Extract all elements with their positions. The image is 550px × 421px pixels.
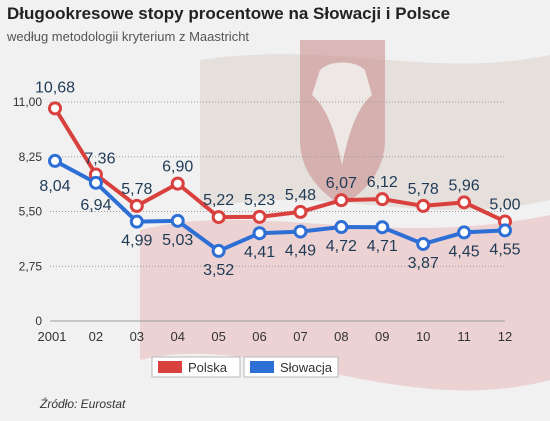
data-label-slowacja: 4,71	[367, 238, 398, 255]
data-point-slowacja	[252, 226, 267, 241]
data-label-polska: 7,36	[84, 150, 115, 167]
data-label-polska: 5,00	[489, 196, 520, 213]
series-line-slowacja	[54, 159, 506, 253]
data-label-slowacja: 4,99	[121, 233, 152, 250]
eagle-emblem-icon	[300, 40, 385, 205]
data-label-slowacja: 6,94	[80, 197, 111, 214]
data-point-slowacja	[293, 224, 308, 239]
x-tick-label: 07	[293, 329, 307, 344]
data-label-polska: 5,78	[121, 181, 152, 198]
data-label-slowacja: 4,41	[244, 244, 275, 261]
data-label-slowacja: 4,49	[285, 243, 316, 260]
chart-title: Długookresowe stopy procentowe na Słowac…	[7, 4, 451, 23]
data-label-polska: 5,78	[408, 181, 439, 198]
data-label-polska: 5,48	[285, 187, 316, 204]
data-label-polska: 6,90	[162, 159, 193, 176]
data-label-slowacja: 4,55	[489, 241, 520, 258]
data-point-slowacja	[211, 243, 226, 258]
x-tick-label: 04	[170, 329, 184, 344]
y-tick-label: 2,75	[19, 259, 43, 273]
data-point-slowacja	[129, 214, 144, 229]
data-point-polska	[170, 176, 185, 191]
data-label-slowacja: 3,52	[203, 262, 234, 279]
data-point-slowacja	[334, 220, 349, 235]
data-point-polska	[416, 198, 431, 213]
data-label-slowacja: 4,45	[449, 243, 480, 260]
data-point-slowacja	[457, 225, 472, 240]
data-label-polska: 5,23	[244, 192, 275, 209]
x-tick-label: 08	[334, 329, 348, 344]
data-point-slowacja	[170, 213, 185, 228]
data-point-polska	[293, 204, 308, 219]
y-tick-label: 8,25	[19, 150, 43, 164]
data-point-polska	[375, 192, 390, 207]
data-point-polska	[211, 210, 226, 225]
data-point-slowacja	[498, 223, 512, 238]
legend-label-slowacja: Słowacja	[280, 360, 333, 375]
legend-swatch-polska	[158, 361, 182, 373]
data-label-slowacja: 8,04	[39, 178, 70, 195]
legend-swatch-slowacja	[250, 361, 274, 373]
data-point-slowacja	[416, 236, 431, 251]
y-tick-label: 11,00	[13, 95, 42, 109]
data-label-polska: 5,96	[449, 177, 480, 194]
data-label-polska: 6,07	[326, 175, 357, 192]
data-point-polska	[457, 195, 472, 210]
data-point-polska	[129, 198, 144, 213]
data-label-slowacja: 4,72	[326, 238, 357, 255]
x-tick-label: 2001	[38, 329, 67, 344]
chart-subtitle: według metodologii kryterium z Maastrich…	[7, 29, 250, 44]
y-tick-label: 0	[35, 314, 42, 328]
x-tick-label: 10	[416, 329, 430, 344]
data-point-slowacja	[375, 220, 390, 235]
x-tick-label: 05	[211, 329, 225, 344]
legend-label-polska: Polska	[188, 360, 228, 375]
data-label-polska: 6,12	[367, 174, 398, 191]
x-tick-label: 11	[457, 329, 471, 344]
data-label-polska: 5,22	[203, 192, 234, 209]
series-line-polska	[53, 107, 506, 224]
x-tick-label: 02	[89, 329, 103, 344]
data-point-polska	[252, 209, 267, 224]
data-point-polska	[48, 101, 62, 116]
data-label-polska: 10,68	[35, 79, 75, 96]
data-point-slowacja	[48, 153, 62, 168]
x-tick-label: 12	[498, 329, 512, 344]
x-tick-label: 09	[375, 329, 389, 344]
x-tick-label: 03	[130, 329, 144, 344]
data-point-slowacja	[88, 175, 103, 190]
data-label-slowacja: 3,87	[408, 255, 439, 272]
data-label-slowacja: 5,03	[162, 232, 193, 249]
y-tick-label: 5,50	[19, 205, 43, 219]
data-point-polska	[334, 193, 349, 208]
x-tick-label: 06	[252, 329, 266, 344]
source-note: Źródło: Eurostat	[40, 397, 126, 411]
